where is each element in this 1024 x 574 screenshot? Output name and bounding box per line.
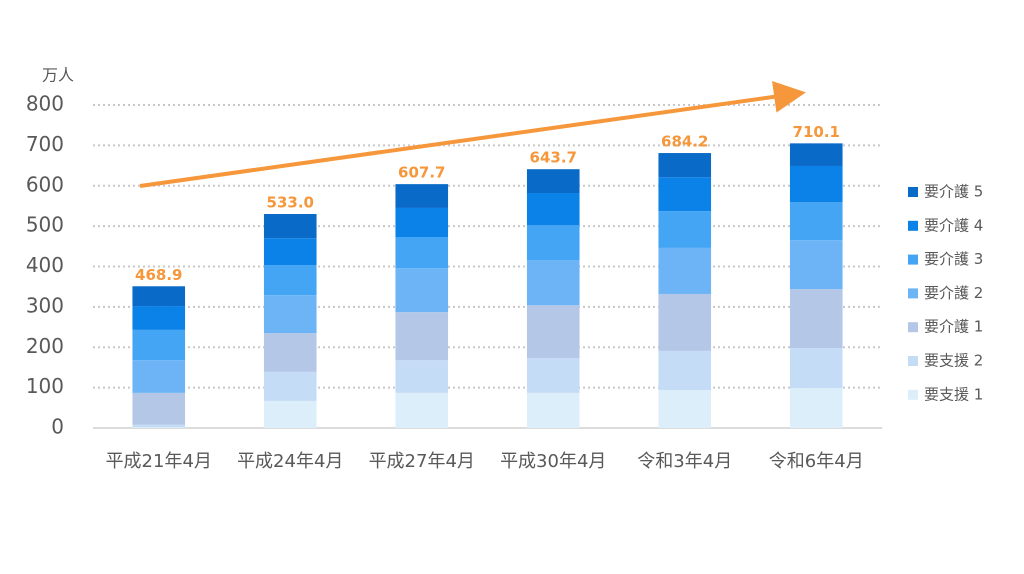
bar-segment [263, 371, 317, 401]
y-tick-label: 800 [26, 92, 64, 116]
bar-segment [789, 165, 843, 203]
bar-segment [395, 360, 449, 393]
bar-segment [658, 350, 712, 391]
x-tick-label: 平成27年4月 [369, 451, 475, 472]
bar-segment [526, 392, 580, 428]
legend-label: 要介護 3 [924, 250, 983, 268]
y-tick-label: 0 [51, 415, 64, 439]
legend-swatch [908, 322, 918, 333]
bar-segment [395, 268, 449, 313]
bar-segment [263, 400, 317, 428]
x-tick-label: 平成24年4月 [237, 451, 343, 472]
total-label: 684.2 [661, 133, 708, 151]
legend-swatch [908, 288, 918, 299]
bar-segment [658, 177, 712, 212]
y-tick-label: 500 [26, 213, 64, 237]
bar-segment [395, 392, 449, 428]
bar-segment [132, 306, 186, 330]
bar-segment [132, 427, 186, 428]
bar-segment [132, 360, 186, 393]
bar-segment [263, 295, 317, 334]
x-tick-label: 平成21年4月 [106, 451, 212, 472]
bar-segment [263, 333, 317, 372]
legend-label: 要支援 1 [924, 385, 983, 403]
bar-segment [658, 390, 712, 428]
legend-label: 要介護 2 [924, 284, 983, 302]
y-tick-label: 700 [26, 132, 64, 156]
y-tick-label: 400 [26, 253, 64, 277]
bar-segment [263, 238, 317, 266]
x-tick-label: 平成30年4月 [500, 451, 606, 472]
total-label: 607.7 [398, 164, 445, 182]
bar-segment [789, 388, 843, 428]
bar-segment [789, 289, 843, 349]
trend-arrow [139, 80, 806, 188]
bar-segment [395, 237, 449, 269]
legend-label: 要支援 2 [924, 352, 983, 370]
legend-swatch [908, 254, 918, 265]
x-tick-label: 令和3年4月 [637, 451, 732, 472]
y-tick-label: 300 [26, 293, 64, 317]
legend-swatch [908, 356, 918, 366]
total-label: 468.9 [135, 266, 182, 284]
bar-segment [395, 207, 449, 238]
legend-swatch [908, 389, 918, 400]
legend-swatch [908, 220, 918, 231]
bar-segment [526, 225, 580, 261]
y-tick-label: 600 [26, 172, 64, 196]
bar-segment [789, 348, 843, 389]
legend-label: 要介護 4 [924, 216, 983, 234]
bar-segment [658, 153, 712, 178]
bar-segment [789, 240, 843, 290]
total-label: 533.0 [267, 194, 314, 212]
bar-segment [526, 358, 580, 393]
y-tick-label: 100 [26, 374, 64, 398]
bar-segment [789, 143, 843, 166]
bar-segment [658, 293, 712, 351]
legend-swatch [908, 187, 918, 197]
bar-segment [395, 184, 449, 208]
bar-segment [789, 202, 843, 241]
bar-segment [658, 211, 712, 248]
bar-segment [263, 214, 317, 239]
bar-segment [658, 247, 712, 294]
total-label: 710.1 [793, 123, 840, 141]
bar-segment [132, 424, 186, 428]
y-axis-label: 万人 [42, 66, 74, 85]
legend-label: 要介護 1 [924, 318, 983, 336]
bar-segment [132, 392, 186, 425]
bar-segment [395, 312, 449, 361]
total-label: 643.7 [530, 149, 577, 167]
bar-segment [132, 286, 186, 307]
bar-segment [132, 329, 186, 361]
legend-label: 要介護 5 [924, 183, 983, 201]
x-tick-label: 令和6年4月 [769, 451, 864, 472]
bar-segment [526, 193, 580, 226]
bar-segment [263, 265, 317, 296]
y-tick-label: 200 [26, 334, 64, 358]
bar-segment [526, 305, 580, 359]
bar-segment [526, 169, 580, 194]
bar-segment [526, 260, 580, 306]
